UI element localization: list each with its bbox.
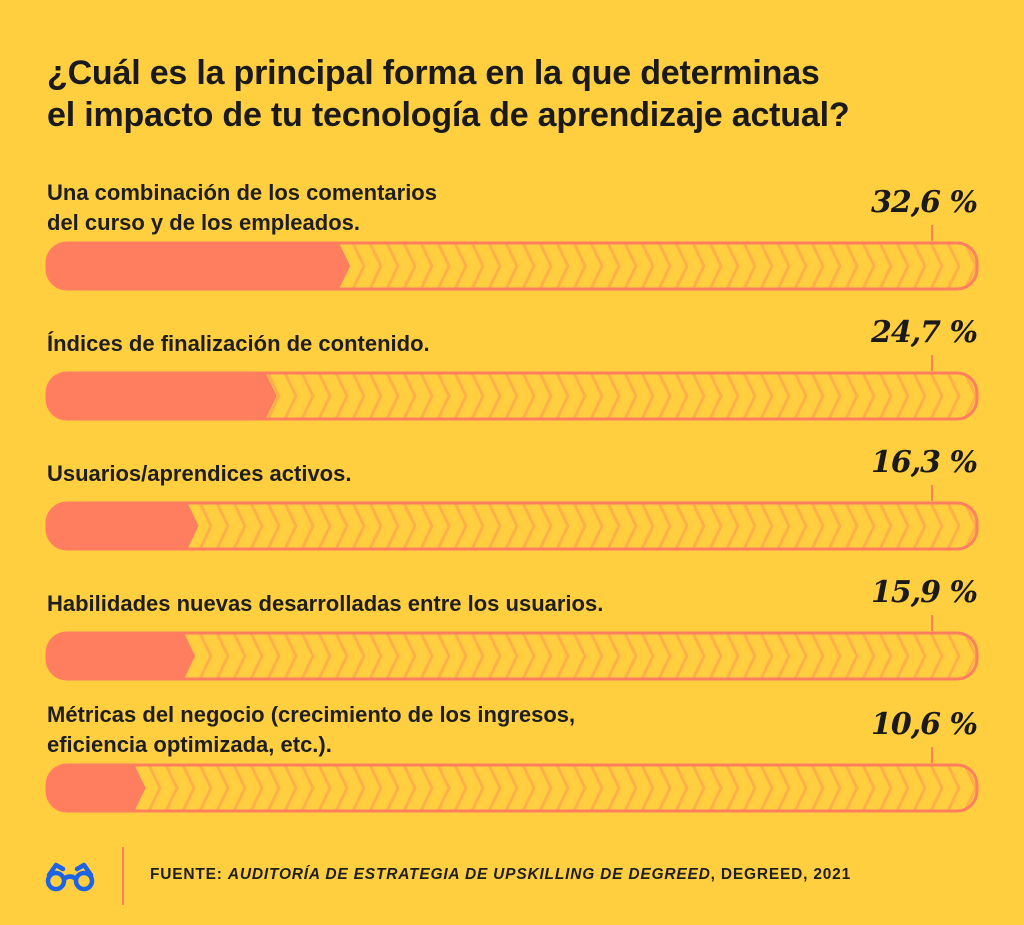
bar-fill	[47, 765, 146, 811]
bar-outline	[45, 371, 979, 421]
data-label: 16,3 %	[870, 445, 978, 480]
bar-fill	[47, 243, 351, 289]
bar-track	[45, 631, 979, 681]
chart-title-line-2: el impacto de tu tecnología de aprendiza…	[47, 96, 850, 134]
category-label-line: Métricas del negocio (crecimiento de los…	[47, 702, 576, 727]
bar-outline	[45, 631, 979, 681]
source-prefix: FUENTE:	[150, 866, 228, 883]
category-label: Índices de finalización de contenido.	[47, 329, 807, 359]
category-label: Métricas del negocio (crecimiento de los…	[47, 700, 807, 760]
value-tick	[931, 225, 933, 241]
category-label-line: Usuarios/aprendices activos.	[47, 461, 352, 486]
source-title: AUDITORÍA DE ESTRATEGIA DE UPSKILLING DE…	[227, 866, 711, 883]
value-tick	[931, 747, 933, 763]
category-label-line: eficiencia optimizada, etc.).	[47, 732, 332, 757]
glasses-icon	[44, 860, 96, 897]
footer: FUENTE: AUDITORÍA DE ESTRATEGIA DE UPSKI…	[0, 845, 1024, 905]
data-label: 24,7 %	[870, 315, 978, 350]
bar-track	[45, 241, 979, 291]
data-label: 32,6 %	[870, 185, 978, 220]
source-citation: FUENTE: AUDITORÍA DE ESTRATEGIA DE UPSKI…	[150, 866, 851, 884]
category-label-line: Índices de finalización de contenido.	[47, 331, 430, 356]
bar-outline	[45, 763, 979, 813]
chart-title-line-1: ¿Cuál es la principal forma en la que de…	[47, 54, 820, 92]
value-tick	[931, 485, 933, 501]
bar-track	[45, 501, 979, 551]
category-label: Una combinación de los comentarios del cu…	[47, 178, 807, 238]
bar-fill	[47, 373, 277, 419]
footer-divider	[122, 847, 124, 905]
category-label: Usuarios/aprendices activos.	[47, 459, 807, 489]
category-label-line: Habilidades nuevas desarrolladas entre l…	[47, 591, 604, 616]
category-label-line: Una combinación de los comentarios	[47, 180, 437, 205]
bar-fill	[47, 503, 199, 549]
bar-outline	[45, 241, 979, 291]
bar-fill	[47, 633, 195, 679]
bar-outline	[45, 501, 979, 551]
bar-track	[45, 763, 979, 813]
category-label: Habilidades nuevas desarrolladas entre l…	[47, 589, 807, 619]
bar-chevrons	[47, 765, 977, 811]
data-label: 10,6 %	[870, 707, 978, 742]
source-suffix: , DEGREED, 2021	[710, 866, 852, 883]
data-label: 15,9 %	[870, 575, 978, 610]
value-tick	[931, 355, 933, 371]
value-tick	[931, 615, 933, 631]
bar-track	[45, 371, 979, 421]
chart-title: ¿Cuál es la principal forma en la que de…	[47, 52, 997, 136]
category-label-line: del curso y de los empleados.	[47, 210, 360, 235]
